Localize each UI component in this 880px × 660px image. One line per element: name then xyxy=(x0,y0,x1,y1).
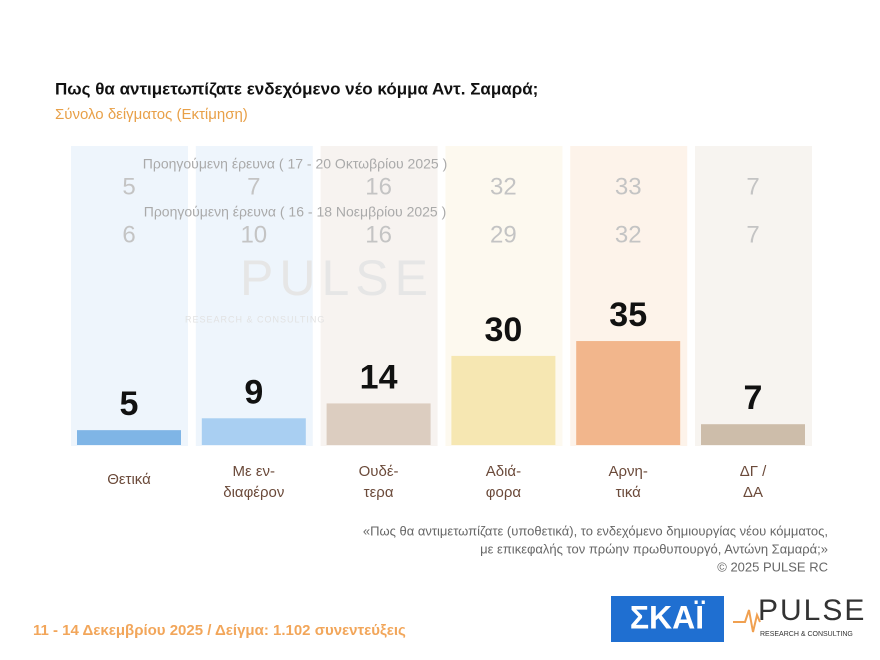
previous-label: Προηγούμενη έρευνα ( 17 - 20 Οκτωβρίου 2… xyxy=(143,156,448,172)
value-label: 9 xyxy=(244,373,263,411)
question: «Πως θα αντιμετωπίζατε (υποθετικά), το ε… xyxy=(363,523,828,538)
category-label: τικά xyxy=(616,484,642,501)
previous-value: 7 xyxy=(247,173,260,200)
previous-value: 7 xyxy=(746,221,759,248)
bar xyxy=(451,355,556,445)
footer: 11 - 14 Δεκεμβρίου 2025 / Δείγμα: 1.102 … xyxy=(33,622,406,639)
previous-value: 7 xyxy=(746,173,759,200)
bar xyxy=(77,430,181,445)
previous-value: 16 xyxy=(365,173,392,200)
previous-value: 10 xyxy=(240,221,267,248)
copyright: © 2025 PULSE RC xyxy=(717,559,828,574)
category-label: Ουδέ- xyxy=(359,463,399,480)
previous-value: 32 xyxy=(490,173,517,200)
previous-value: 33 xyxy=(615,173,642,200)
column-background xyxy=(71,146,188,446)
column-background xyxy=(695,146,812,446)
bar xyxy=(701,424,805,445)
category-label: ΔΑ xyxy=(743,484,763,501)
category-label: διαφέρον xyxy=(223,484,284,501)
category-label: Αδιά- xyxy=(486,463,521,480)
pollster-tagline: RESEARCH & CONSULTING xyxy=(760,631,853,638)
previous-value: 29 xyxy=(490,221,517,248)
chart-title: Πως θα αντιμετωπίζατε ενδεχόμενο νέο κόμ… xyxy=(55,79,538,98)
watermark-tagline: RESEARCH & CONSULTING xyxy=(185,314,325,324)
bar xyxy=(576,341,681,445)
previous-value: 16 xyxy=(365,221,392,248)
question: με επικεφαλής τον πρώην πρωθυπουργό, Αντ… xyxy=(480,541,828,556)
category-label: Θετικά xyxy=(107,471,151,488)
value-label: 5 xyxy=(120,385,139,423)
bar xyxy=(326,403,431,445)
chart-subtitle: Σύνολο δείγματος (Εκτίμηση) xyxy=(55,106,248,123)
category-label: φορα xyxy=(486,484,522,501)
category-label: ΔΓ / xyxy=(740,463,767,480)
value-label: 14 xyxy=(360,358,398,396)
bar xyxy=(201,418,306,445)
value-label: 30 xyxy=(484,311,522,349)
channel-logo xyxy=(611,596,724,642)
previous-value: 6 xyxy=(122,221,135,248)
value-label: 35 xyxy=(609,296,647,334)
previous-value: 32 xyxy=(615,221,642,248)
column-background xyxy=(320,146,438,446)
value-label: 7 xyxy=(744,379,763,417)
pollster-logo: PULSE xyxy=(758,594,866,627)
category-label: τερα xyxy=(364,484,394,501)
category-label: Αρνη- xyxy=(609,463,648,480)
previous-label: Προηγούμενη έρευνα ( 16 - 18 Νοεμβρίου 2… xyxy=(144,204,447,220)
watermark: PULSE xyxy=(240,250,434,306)
logo-pulse-line xyxy=(733,609,761,633)
category-label: Με εν- xyxy=(233,463,276,480)
channel-logo-text: ΣΚΑΪ xyxy=(630,599,705,635)
previous-value: 5 xyxy=(122,173,135,200)
column-background xyxy=(195,146,313,446)
